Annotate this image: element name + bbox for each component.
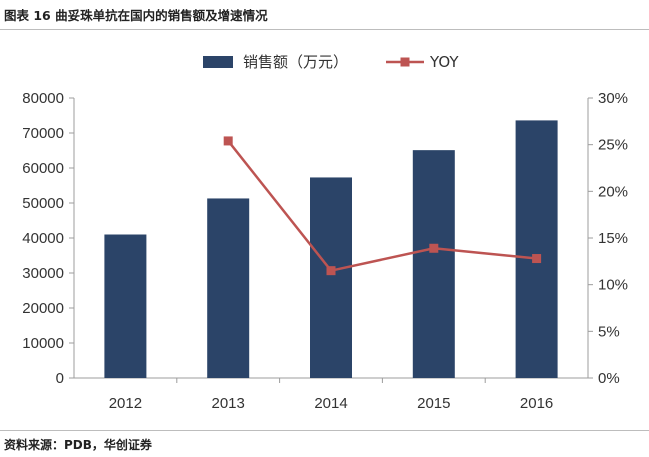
sales-bar xyxy=(412,150,455,378)
right-tick-label: 0% xyxy=(598,370,620,387)
x-tick-label: 2013 xyxy=(212,395,245,412)
left-tick-label: 30000 xyxy=(22,265,64,282)
x-tick-label: 2014 xyxy=(314,395,347,412)
sales-bar xyxy=(515,120,558,379)
x-tick-label: 2012 xyxy=(109,395,142,412)
right-tick-label: 15% xyxy=(598,230,628,247)
sales-bar xyxy=(207,198,250,378)
legend-label-sales: 销售额（万元） xyxy=(243,53,348,71)
yoy-point xyxy=(532,254,542,264)
right-tick-label: 25% xyxy=(598,137,628,154)
left-tick-label: 80000 xyxy=(22,90,64,107)
legend-swatch-yoy-marker xyxy=(400,57,410,67)
yoy-point xyxy=(223,136,233,146)
left-tick-label: 70000 xyxy=(22,125,64,142)
yoy-point xyxy=(429,243,439,253)
legend-swatch-sales xyxy=(203,56,233,68)
left-tick-label: 10000 xyxy=(22,335,64,352)
bottom-rule xyxy=(0,430,649,431)
left-tick-label: 50000 xyxy=(22,195,64,212)
x-tick-label: 2015 xyxy=(417,395,450,412)
top-rule xyxy=(0,29,649,30)
legend-label-yoy: YOY xyxy=(429,53,459,71)
right-tick-label: 20% xyxy=(598,183,628,200)
sales-bar xyxy=(310,177,352,378)
x-tick-label: 2016 xyxy=(520,395,553,412)
right-tick-label: 30% xyxy=(598,90,628,107)
yoy-point xyxy=(326,266,336,276)
right-tick-label: 5% xyxy=(598,323,620,340)
left-tick-label: 20000 xyxy=(22,300,64,317)
left-tick-label: 0 xyxy=(56,370,64,387)
left-tick-label: 60000 xyxy=(22,160,64,177)
source-note: 资料来源：PDB，华创证券 xyxy=(4,438,152,452)
left-tick-label: 40000 xyxy=(22,230,64,247)
figure-title: 图表 16 曲妥珠单抗在国内的销售额及增速情况 xyxy=(4,8,268,23)
sales-bar xyxy=(104,234,147,378)
yoy-line xyxy=(227,140,537,273)
right-tick-label: 10% xyxy=(598,277,628,294)
